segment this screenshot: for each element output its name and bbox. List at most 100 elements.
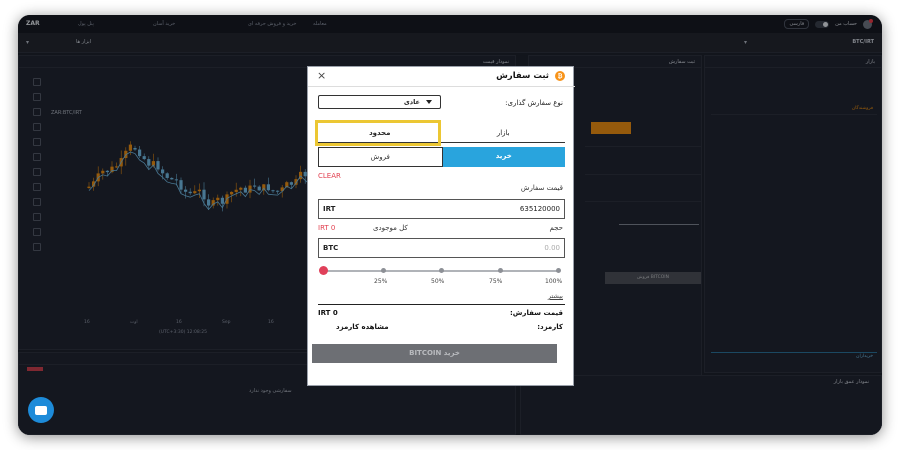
candle <box>197 189 201 192</box>
candle <box>216 197 220 201</box>
chart-panel-title: نمودار قیمت <box>482 59 509 65</box>
modal-header: ₿ ثبت سفارش × <box>308 67 575 87</box>
slider-mark-50[interactable] <box>439 268 444 273</box>
close-button[interactable]: × <box>317 69 327 82</box>
candle <box>220 197 224 204</box>
balance-label: کل موجودی <box>373 224 408 232</box>
candle <box>289 182 293 185</box>
account-link[interactable]: حساب من <box>835 21 857 27</box>
depth-panel-title: نمودار عمق بازار <box>833 379 869 385</box>
fib-tool-icon[interactable] <box>33 108 41 116</box>
language-select[interactable]: فارسی <box>784 19 810 29</box>
side-tabs: خرید فروش <box>318 147 565 167</box>
candle <box>161 169 165 174</box>
notification-dot <box>869 18 873 23</box>
more-link[interactable]: بیشتر <box>547 292 563 300</box>
sell-tab[interactable]: فروش <box>318 147 443 167</box>
nav-item-pro-trade[interactable]: خرید و فروش حرفه ای <box>248 21 297 27</box>
buy-bitcoin-button[interactable]: خرید BITCOIN <box>312 344 557 363</box>
order-modal: ₿ ثبت سفارش × نوع سفارش گذاری: عادی بازا… <box>307 66 575 386</box>
tools-select[interactable]: ابزار ها <box>76 39 92 45</box>
price-chart[interactable]: ZAR:BTC/IRT 16اوت16Sep16Oct (UTC+3:30) 1… <box>49 68 509 343</box>
text-tool-icon[interactable] <box>33 138 41 146</box>
drawing-tools <box>33 78 47 258</box>
caret-down-icon <box>426 100 432 104</box>
x-axis-label: 16 <box>84 319 90 325</box>
clear-button[interactable]: CLEAR <box>318 172 341 180</box>
zoom-tool-icon[interactable] <box>33 183 41 191</box>
slider-label-25: 25% <box>374 278 388 285</box>
tab-limit[interactable]: محدود <box>369 129 391 137</box>
nav-item-wallet[interactable]: پنل پول <box>78 21 94 27</box>
secondary-toolbar: ▾ ابزار ها ▾ BTC/IRT <box>18 33 882 53</box>
candle <box>239 187 243 190</box>
eye-tool-icon[interactable] <box>33 228 41 236</box>
order-mode-tabs: بازار محدود <box>318 123 565 143</box>
lock-tool-icon[interactable] <box>33 213 41 221</box>
slider-mark-100[interactable] <box>556 268 561 273</box>
highlight-box <box>315 120 441 146</box>
tab-market[interactable]: بازار <box>496 129 510 137</box>
candle <box>280 187 284 192</box>
view-fee-link[interactable]: مشاهده کارمزد <box>336 323 389 331</box>
candle <box>188 191 192 194</box>
candle <box>142 156 146 160</box>
buy-tab-bg <box>591 122 631 134</box>
avatar[interactable] <box>863 18 873 29</box>
price-value: 635120000 <box>519 205 560 213</box>
divider <box>585 201 701 202</box>
candle <box>202 189 206 200</box>
slider-mark-75[interactable] <box>498 268 503 273</box>
candle <box>285 182 289 188</box>
divider <box>711 114 877 115</box>
magnet-tool-icon[interactable] <box>33 198 41 206</box>
slider-mark-25[interactable] <box>381 268 386 273</box>
support-chat-button[interactable] <box>28 397 54 423</box>
line-tool-icon[interactable] <box>33 93 41 101</box>
order-type-value: عادی <box>403 98 420 106</box>
sell-bitcoin-button[interactable]: فروش BITCOIN <box>605 272 701 284</box>
app-frame: ZAR پنل پول خرید آسان خرید و فروش حرفه ا… <box>18 15 882 435</box>
chevron-down-icon[interactable]: ▾ <box>744 39 748 46</box>
candle <box>151 161 155 166</box>
volume-unit: BTC <box>323 244 339 252</box>
amount-slider[interactable] <box>319 266 561 275</box>
nav-item-easy-buy[interactable]: خرید آسان <box>153 21 176 27</box>
candle <box>110 166 114 173</box>
candle <box>207 199 211 206</box>
chevron-down-icon[interactable]: ▾ <box>26 39 30 46</box>
balance-value: IRT 0 <box>318 224 336 232</box>
orders-panel-header <box>19 353 515 365</box>
theme-toggle[interactable] <box>815 20 830 28</box>
order-type-select[interactable]: عادی <box>318 95 441 109</box>
candle <box>101 170 105 174</box>
candle <box>174 179 178 181</box>
pattern-tool-icon[interactable] <box>33 153 41 161</box>
buy-tab[interactable]: خرید <box>442 147 565 167</box>
slider-handle[interactable] <box>319 266 328 275</box>
candle <box>133 148 137 150</box>
percent-slider[interactable] <box>619 224 699 225</box>
slider-label-75: 75% <box>489 278 503 285</box>
pair-label: BTC/IRT <box>852 39 874 45</box>
nav-item-trade[interactable]: معامله <box>313 21 327 27</box>
order-type-label: نوع سفارش گذاری: <box>505 99 563 107</box>
candle <box>170 177 174 180</box>
cursor-tool-icon[interactable] <box>33 78 41 86</box>
volume-placeholder: 0.00 <box>544 244 560 252</box>
market-panel: بازار فروشندگان خریداران <box>704 55 882 373</box>
measure-tool-icon[interactable] <box>33 168 41 176</box>
modal-title: ثبت سفارش <box>496 71 549 81</box>
brush-tool-icon[interactable] <box>33 123 41 131</box>
candle <box>294 179 298 185</box>
trash-tool-icon[interactable] <box>33 243 41 251</box>
slider-label-50: 50% <box>431 278 445 285</box>
bitcoin-symbol: ₿ <box>557 72 563 80</box>
candle <box>105 170 109 173</box>
candle <box>248 185 252 193</box>
volume-input[interactable]: BTC 0.00 <box>318 238 565 258</box>
price-input[interactable]: IRT 635120000 <box>318 199 565 219</box>
volume-label: حجم <box>549 224 563 232</box>
summary-price-label: قیمت سفارش: <box>509 309 563 317</box>
depth-panel-header: نمودار عمق بازار <box>521 376 881 388</box>
